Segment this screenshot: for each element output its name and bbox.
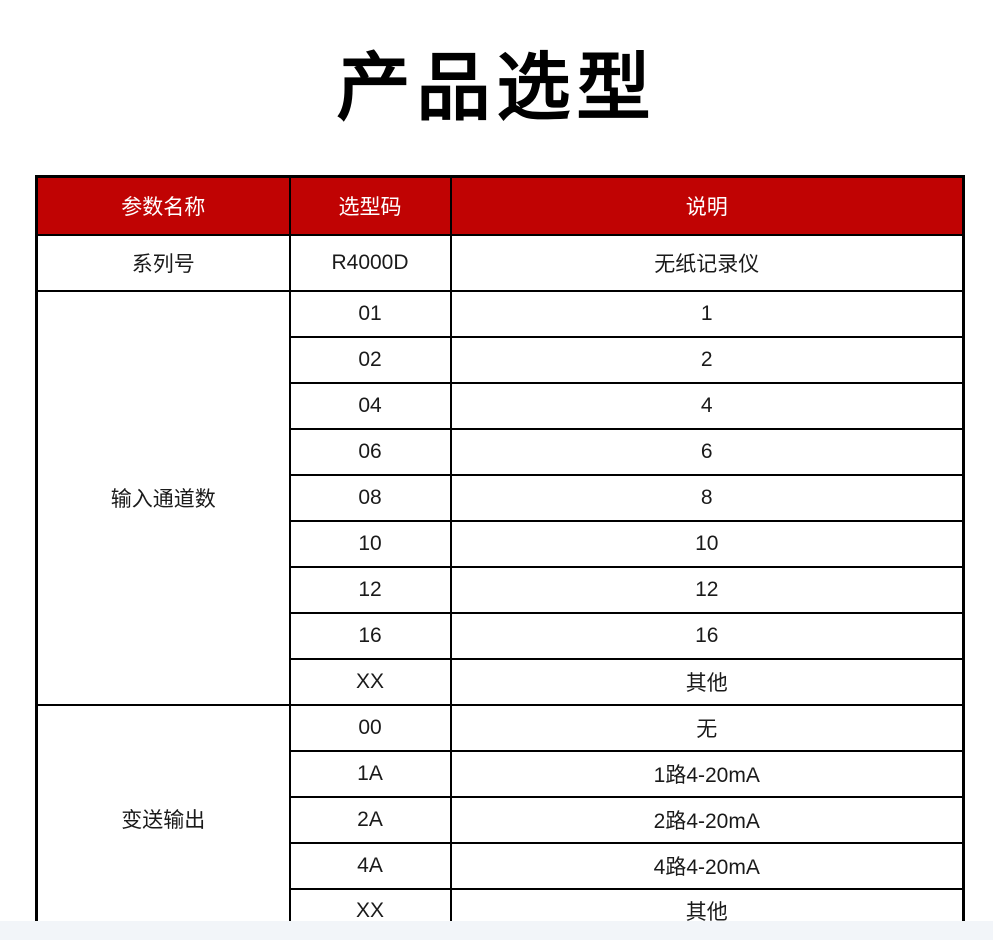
table-row: 4A 4路4-20mA — [37, 841, 965, 890]
selection-code-cell: 10 — [288, 519, 452, 568]
bottom-strip — [0, 921, 993, 940]
table-header-row: 参数名称 选型码 说明 — [35, 175, 965, 236]
table-row: 2A 2路4-20mA — [37, 795, 965, 844]
table-body: 系列号 R4000D 无纸记录仪 输入通道数 01 1 02 2 04 4 06 6 08 8 10 10 12… — [35, 233, 965, 921]
selection-code-cell: 08 — [288, 473, 452, 522]
description-cell: 无纸记录仪 — [449, 233, 965, 292]
description-cell: 1路4-20mA — [449, 749, 965, 798]
table-row: 系列号 R4000D 无纸记录仪 — [35, 233, 965, 292]
column-header-description: 说明 — [449, 175, 965, 236]
selection-code-cell: 01 — [288, 289, 452, 338]
title-band: 产品选型 — [0, 0, 993, 175]
table-row: 12 12 — [37, 565, 965, 614]
description-cell: 12 — [449, 565, 965, 614]
description-cell: 4路4-20mA — [449, 841, 965, 890]
description-cell: 10 — [449, 519, 965, 568]
param-name-cell: 系列号 — [35, 233, 291, 292]
table-row: XX 其他 — [37, 657, 965, 706]
selection-code-cell: R4000D — [288, 233, 452, 292]
selection-code-cell: 04 — [288, 381, 452, 430]
selection-code-cell: 2A — [288, 795, 452, 844]
table-row: XX 其他 — [37, 887, 965, 921]
table-row: 06 6 — [37, 427, 965, 476]
selection-code-cell: 02 — [288, 335, 452, 384]
table-row: 10 10 — [37, 519, 965, 568]
description-cell: 16 — [449, 611, 965, 660]
description-cell: 2路4-20mA — [449, 795, 965, 844]
description-cell: 无 — [449, 703, 965, 752]
table-row: 1A 1路4-20mA — [37, 749, 965, 798]
page-title: 产品选型 — [336, 45, 657, 129]
description-cell: 其他 — [449, 887, 965, 921]
product-selection-table: 参数名称 选型码 说明 系列号 R4000D 无纸记录仪 输入通道数 01 1 02 2 04 4… — [35, 175, 965, 921]
description-cell: 4 — [449, 381, 965, 430]
table-row: 变送输出 00 无 — [35, 703, 965, 921]
column-header-param-name: 参数名称 — [35, 175, 291, 236]
description-cell: 2 — [449, 335, 965, 384]
table-row: 02 2 — [37, 335, 965, 384]
selection-code-cell: 12 — [288, 565, 452, 614]
column-header-selection-code: 选型码 — [288, 175, 452, 236]
selection-code-cell: 1A — [288, 749, 452, 798]
table-row: 输入通道数 01 1 — [35, 289, 965, 706]
product-selection-table-wrap: 参数名称 选型码 说明 系列号 R4000D 无纸记录仪 输入通道数 01 1 02 2 04 4… — [0, 175, 993, 921]
selection-code-cell: XX — [288, 657, 452, 706]
table-row: 16 16 — [37, 611, 965, 660]
param-name-cell: 输入通道数 — [35, 289, 291, 706]
selection-code-cell: 4A — [288, 841, 452, 890]
selection-code-cell: XX — [288, 887, 452, 921]
selection-code-cell: 16 — [288, 611, 452, 660]
param-name-cell: 变送输出 — [35, 703, 291, 921]
table-row: 04 4 — [37, 381, 965, 430]
selection-code-cell: 00 — [288, 703, 452, 752]
description-cell: 1 — [449, 289, 965, 338]
selection-code-cell: 06 — [288, 427, 452, 476]
description-cell: 8 — [449, 473, 965, 522]
description-cell: 6 — [449, 427, 965, 476]
table-row: 08 8 — [37, 473, 965, 522]
description-cell: 其他 — [449, 657, 965, 706]
